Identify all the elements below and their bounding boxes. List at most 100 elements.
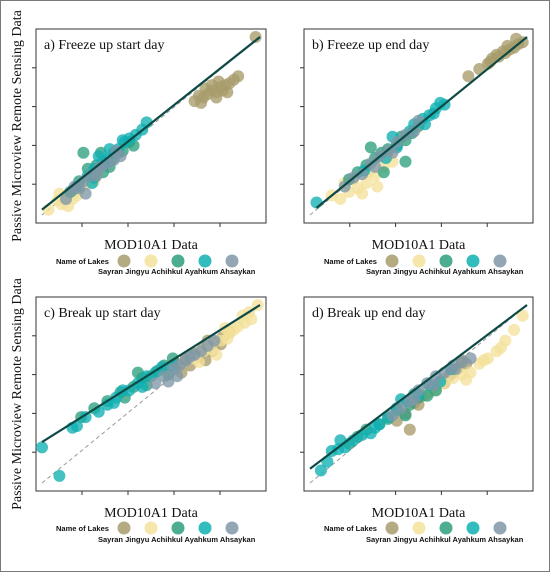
legend-title: Name of Lakes [324,257,377,266]
legend-swatch-achihkul [439,254,453,268]
series-ahsaykan [149,334,221,390]
panel-c: c) Break up start day MOD10A1 Data Passive… [10,277,267,544]
data-point [195,96,208,109]
data-point [369,421,382,434]
legend-swatch-jingyu [144,521,158,535]
data-point [408,393,421,406]
legend-title: Name of Lakes [56,524,109,533]
data-point [334,193,347,205]
data-point [249,31,262,43]
data-point [92,162,105,175]
legend-swatch-ahsaykan [225,521,239,535]
legend-swatch-jingyu [412,254,426,268]
fit-line [41,304,261,443]
data-point [60,193,72,205]
legend-swatch-ahsaykan [493,254,507,268]
data-point [464,352,477,365]
legend-swatch-jingyu [412,521,426,535]
panel-a: a) Freeze up start day MOD10A1 Data Passiv… [10,9,267,276]
x-axis-title: MOD10A1 Data [104,238,198,253]
data-point [412,384,425,397]
panel-title: c) Break up start day [44,306,161,321]
data-point [184,350,197,363]
legend-swatch-ayahkum [198,254,212,268]
legend-swatch-sayran [117,521,131,535]
data-point [360,177,373,189]
legend-labels: Sayran Jingyu Achihkul Ayahkum Ahsaykan [98,267,256,276]
panel-title: d) Break up end day [312,306,426,321]
data-point [68,180,81,193]
fit-line [309,304,528,470]
legend-labels: Sayran Jingyu Achihkul Ayahkum Ahsaykan [366,267,524,276]
data-point [427,379,440,392]
data-point [449,363,462,376]
data-point [364,141,377,154]
legend-swatch-sayran [117,254,131,268]
data-point [53,469,66,482]
data-point [321,455,334,468]
data-point [477,354,490,367]
data-point [221,86,234,99]
data-point [462,70,475,83]
x-axis-title: MOD10A1 Data [372,506,466,521]
data-point [460,373,473,386]
legend-swatch-ayahkum [198,521,212,535]
data-point [371,180,384,193]
data-point [36,441,48,454]
legend-title: Name of Lakes [56,257,109,266]
legend-swatch-ayahkum [466,254,480,268]
data-point [210,348,223,361]
data-point [149,377,162,390]
data-point [395,402,408,415]
data-point [399,155,412,168]
data-point [377,166,390,179]
legend-swatch-sayran [385,254,399,268]
legend-title: Name of Lakes [324,524,377,533]
data-point [403,423,416,436]
data-point [77,146,90,159]
x-axis-title: MOD10A1 Data [372,238,466,253]
data-point [356,187,369,200]
data-point [171,370,184,383]
legend-swatch-achihkul [439,521,453,535]
legend-swatch-jingyu [144,254,158,268]
series-sayran [188,31,262,109]
y-axis-title: Passive Microview Remote Sensing Data [10,277,25,510]
data-point [212,75,225,88]
legend: Name of Lakes Sayran Jingyu Achihkul Ayah… [324,521,524,544]
fit-line [315,36,528,209]
data-point [386,409,399,422]
data-point [314,464,327,477]
y-axis-title: Passive Microview Remote Sensing Data [10,9,25,242]
legend-swatch-sayran [385,521,399,535]
data-point [123,384,136,397]
data-point [162,375,175,388]
data-point [408,125,421,138]
data-point [79,187,92,200]
data-point [79,411,92,424]
data-point [495,341,507,354]
data-point [356,168,369,181]
legend-labels: Sayran Jingyu Achihkul Ayahkum Ahsaykan [366,535,524,544]
data-point [516,309,529,322]
legend: Name of Lakes Sayran Jingyu Achihkul Ayah… [56,521,256,544]
legend-swatch-ahsaykan [225,254,239,268]
panel-title: a) Freeze up start day [44,38,165,53]
legend-swatch-ayahkum [466,521,480,535]
legend-swatch-achihkul [171,521,185,535]
data-point [232,70,245,83]
fit-line [41,36,261,211]
legend-swatch-ahsaykan [493,521,507,535]
legend-labels: Sayran Jingyu Achihkul Ayahkum Ahsaykan [98,535,256,544]
data-point [508,323,520,336]
data-point [208,334,221,347]
data-point [510,32,523,45]
panel-title: b) Freeze up end day [312,38,429,53]
legend-swatch-achihkul [171,254,185,268]
